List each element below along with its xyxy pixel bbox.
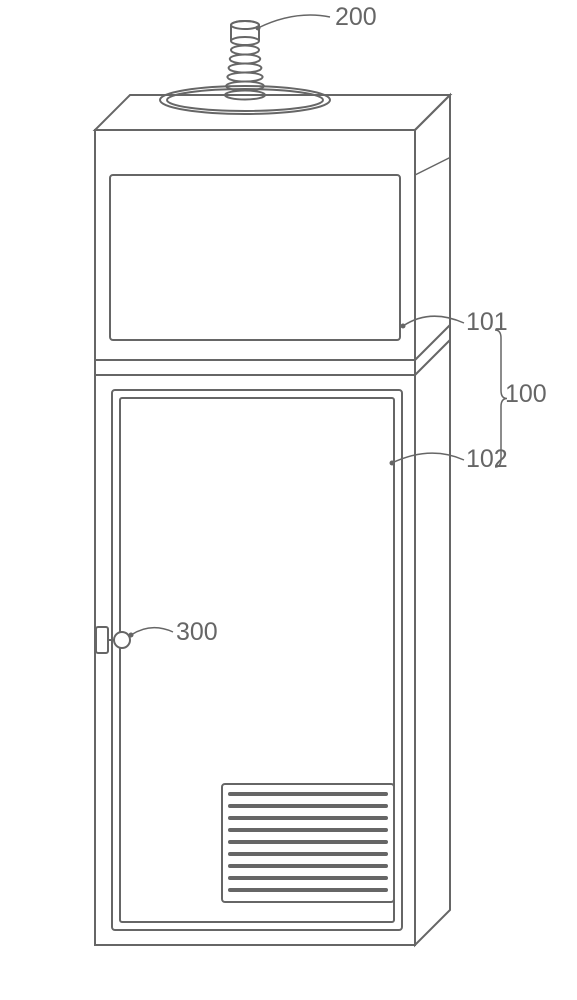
label-101: 101 [466, 308, 508, 336]
label-200: 200 [335, 3, 377, 31]
label-100: 100 [505, 380, 547, 408]
label-102: 102 [466, 445, 508, 473]
label-300: 300 [176, 618, 218, 646]
cabinet-diagram: 200 101 102 100 300 [0, 0, 577, 1000]
